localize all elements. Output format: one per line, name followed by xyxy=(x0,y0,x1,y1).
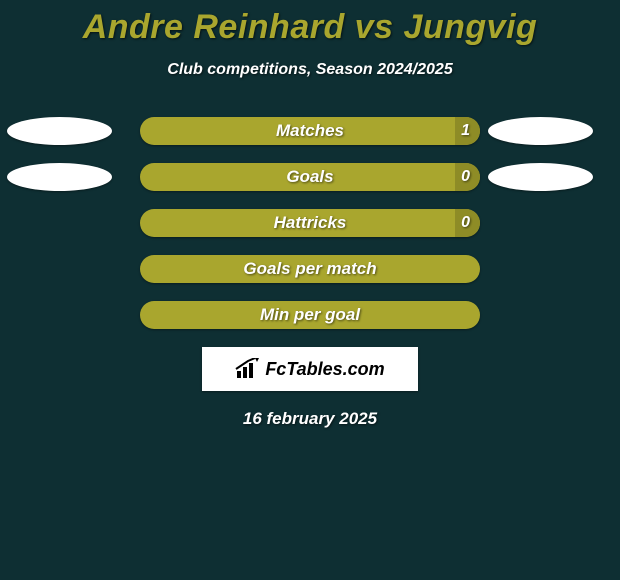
player-right-ellipse xyxy=(488,163,593,191)
stat-label: Goals per match xyxy=(140,255,480,283)
page-title: Andre Reinhard vs Jungvig xyxy=(0,0,620,47)
player-left-ellipse xyxy=(7,163,112,191)
page-subtitle: Club competitions, Season 2024/2025 xyxy=(0,61,620,79)
comparison-infographic: Andre Reinhard vs Jungvig Club competiti… xyxy=(0,0,620,580)
stat-row: Min per goal xyxy=(140,301,480,329)
stat-row: Goals per match xyxy=(140,255,480,283)
logo-box: FcTables.com xyxy=(202,347,418,391)
comparison-chart: Matches1Goals0Hattricks0Goals per matchM… xyxy=(0,117,620,329)
stat-right-value: 1 xyxy=(461,117,470,145)
stat-label: Min per goal xyxy=(140,301,480,329)
date-text: 16 february 2025 xyxy=(0,409,620,429)
logo-text: FcTables.com xyxy=(265,359,384,380)
stat-right-value: 0 xyxy=(461,209,470,237)
stat-right-value: 0 xyxy=(461,163,470,191)
barchart-icon xyxy=(235,358,259,380)
stat-row: Goals0 xyxy=(140,163,480,191)
player-left-ellipse xyxy=(7,117,112,145)
player-right-ellipse xyxy=(488,117,593,145)
stat-label: Hattricks xyxy=(140,209,480,237)
stat-label: Matches xyxy=(140,117,480,145)
stat-row: Matches1 xyxy=(140,117,480,145)
stat-label: Goals xyxy=(140,163,480,191)
stat-row: Hattricks0 xyxy=(140,209,480,237)
